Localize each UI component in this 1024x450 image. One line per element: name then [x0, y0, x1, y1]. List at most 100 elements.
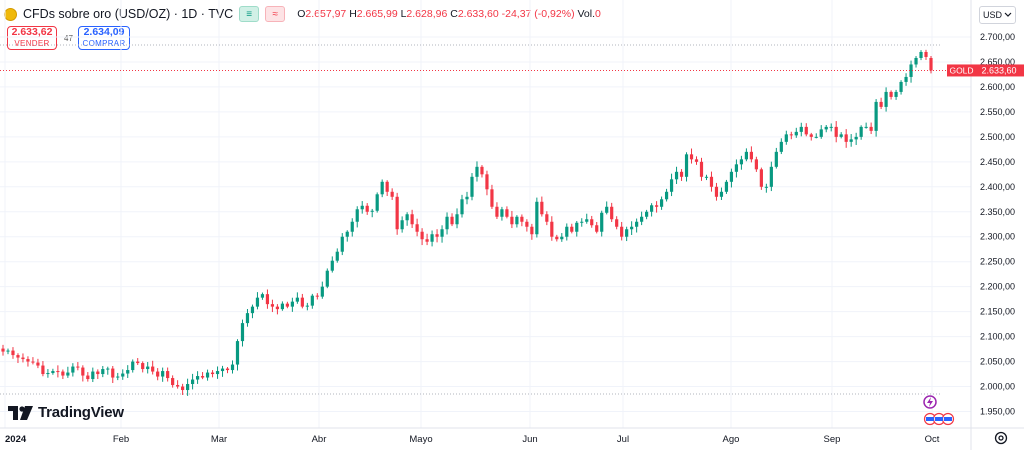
close-value: 2.633,60	[457, 8, 499, 20]
candle-body	[375, 194, 379, 211]
candle-body	[515, 216, 519, 225]
candle-body	[689, 154, 694, 160]
candle-body	[245, 313, 250, 324]
candle-body	[91, 371, 95, 380]
low-label: L	[400, 8, 407, 20]
candle-body	[590, 219, 594, 226]
candle-body	[81, 367, 85, 376]
candle-body	[265, 294, 270, 305]
candle-body	[186, 384, 190, 391]
candle-body	[595, 225, 599, 232]
candle-body	[645, 211, 649, 217]
candle-body	[904, 76, 908, 82]
candle-body	[929, 57, 933, 71]
candle-body	[305, 305, 309, 307]
candle-body	[415, 224, 419, 232]
candle-body	[620, 226, 624, 237]
candle-body	[749, 151, 753, 160]
time-tick-label: Jul	[617, 434, 629, 445]
candle-body	[380, 181, 384, 195]
candle-body	[220, 368, 225, 372]
candle-body	[215, 371, 220, 375]
candle-body	[854, 136, 858, 140]
candle-body	[849, 139, 853, 142]
price-tick-label: 2.000,00	[980, 382, 1015, 392]
candle-body	[899, 81, 903, 92]
price-tick-label: 1.950,00	[980, 407, 1015, 417]
candle-body	[615, 219, 619, 227]
candle-body	[565, 226, 569, 237]
candle-body	[744, 151, 748, 160]
candle-body	[585, 219, 589, 222]
candle-body	[580, 221, 584, 223]
candle-body	[300, 297, 304, 307]
candle-body	[894, 91, 898, 97]
candle-body	[6, 350, 10, 352]
candle-body	[171, 378, 175, 386]
currency-selector[interactable]: USD	[979, 6, 1016, 24]
buy-button[interactable]: 2.634,09 COMPRAR	[78, 26, 130, 50]
candle-body	[250, 306, 255, 314]
candle-body	[704, 176, 709, 178]
data-status-icon[interactable]: ≡	[239, 6, 260, 22]
candle-body	[435, 234, 439, 237]
market-status-icon[interactable]: ≈	[265, 6, 286, 22]
candle-body	[774, 151, 778, 167]
candle-body	[470, 176, 474, 197]
price-tick-label: 2.200,00	[980, 282, 1015, 292]
chart-grid	[0, 0, 971, 428]
candle-body	[834, 126, 838, 137]
candle-body	[16, 355, 20, 358]
candle-body	[879, 101, 883, 107]
candle-body	[545, 214, 549, 222]
candle-body	[480, 166, 484, 175]
tradingview-watermark[interactable]: TradingView	[8, 404, 124, 421]
candle-body	[335, 251, 339, 261]
candle-body	[859, 126, 863, 137]
candle-body	[225, 368, 230, 371]
price-tick-label: 2.450,00	[980, 157, 1015, 167]
candle-body	[385, 181, 389, 192]
candle-body	[295, 297, 299, 302]
candle-body	[844, 134, 848, 142]
candle-body	[829, 126, 833, 128]
candle-body	[31, 361, 35, 363]
candle-body	[924, 51, 928, 57]
candle-body	[1, 348, 5, 352]
sell-label: VENDER	[14, 39, 50, 48]
symbol-title[interactable]: CFDs sobre oro (USD/OZ) · 1D · TVC	[23, 7, 234, 21]
price-tick-label: 2.300,00	[980, 232, 1015, 242]
candle-body	[365, 205, 369, 212]
candle-body	[320, 286, 324, 297]
candle-body	[560, 236, 564, 240]
settings-gear-icon[interactable]	[993, 430, 1009, 446]
candle-body	[131, 361, 135, 371]
candle-body	[714, 186, 719, 197]
candle-body	[440, 229, 444, 237]
candle-body	[370, 210, 374, 212]
time-tick-label: Abr	[312, 434, 327, 445]
price-tick-label: 2.050,00	[980, 357, 1015, 367]
sell-button[interactable]: 2.633,62 VENDER	[7, 26, 57, 50]
price-tick-label: 2.550,00	[980, 107, 1015, 117]
time-tick-label: Oct	[925, 434, 940, 445]
candle-body	[11, 350, 15, 356]
candle-body	[195, 376, 200, 380]
candle-body	[819, 129, 823, 137]
candle-body	[570, 226, 574, 232]
candle-body	[325, 270, 329, 287]
candle-body	[345, 231, 349, 237]
candle-body	[190, 379, 195, 385]
open-value: 2.657,97	[305, 8, 347, 20]
candle-body	[659, 199, 664, 207]
candle-body	[126, 370, 130, 374]
price-tick-label: 2.100,00	[980, 332, 1015, 342]
candle-body	[46, 373, 50, 375]
sell-price: 2.633,62	[11, 26, 53, 38]
time-axis: 2024 Feb Mar Abr Mayo Jun Jul Ago Sep Oct	[5, 434, 940, 445]
candle-body	[719, 191, 724, 197]
chevron-down-icon	[1004, 12, 1012, 17]
price-tick-label: 2.350,00	[980, 207, 1015, 217]
candles	[1, 49, 933, 396]
